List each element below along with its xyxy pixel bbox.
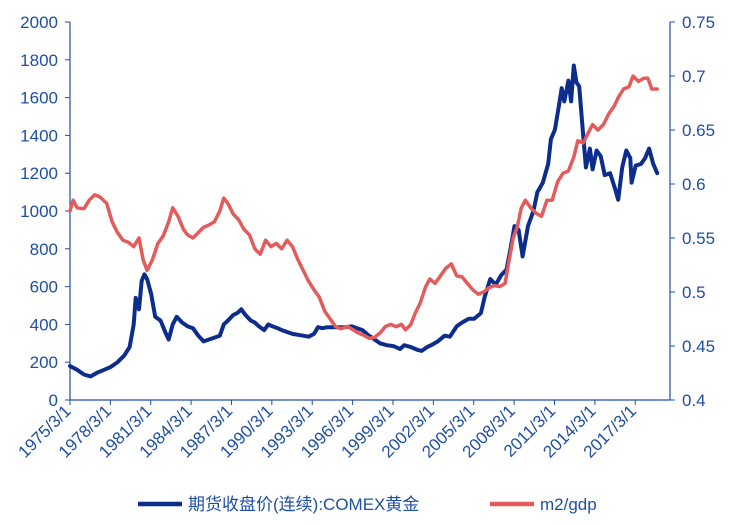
- left-tick-label: 1400: [20, 126, 58, 145]
- right-tick-label: 0.55: [682, 229, 715, 248]
- right-axis-ticks: 0.4 0.45 0.5 0.55 0.6 0.65 0.7 0.75: [670, 13, 715, 410]
- series-layer: [68, 63, 660, 379]
- legend-label-2: m2/gdp: [540, 495, 597, 514]
- left-tick-label: 1600: [20, 89, 58, 108]
- legend-label-1: 期货收盘价(连续):COMEX黄金: [188, 495, 419, 514]
- left-tick-label: 1800: [20, 51, 58, 70]
- left-tick-label: 400: [30, 315, 58, 334]
- series-line-1: [68, 63, 660, 379]
- series-line-2: [68, 74, 659, 341]
- left-tick-label: 1200: [20, 164, 58, 183]
- legend: 期货收盘价(连续):COMEX黄金 m2/gdp: [138, 495, 597, 514]
- right-tick-label: 0.5: [682, 283, 706, 302]
- right-tick-label: 0.75: [682, 13, 715, 32]
- left-tick-label: 1000: [20, 202, 58, 221]
- axes: [69, 22, 671, 401]
- left-tick-label: 0: [49, 391, 58, 410]
- right-tick-label: 0.65: [682, 121, 715, 140]
- right-tick-label: 0.45: [682, 337, 715, 356]
- right-tick-label: 0.4: [682, 391, 706, 410]
- left-axis-ticks: 0 200 400 600 800 1000 1200 1400 1600 1800 2000: [20, 13, 70, 410]
- x-axis-ticks: 1975/3/11978/3/11981/3/11984/3/11987/3/1…: [15, 400, 640, 462]
- left-tick-label: 200: [30, 353, 58, 372]
- right-tick-label: 0.6: [682, 175, 706, 194]
- left-tick-label: 2000: [20, 13, 58, 32]
- left-tick-label: 600: [30, 278, 58, 297]
- left-tick-label: 800: [30, 240, 58, 259]
- right-tick-label: 0.7: [682, 67, 706, 86]
